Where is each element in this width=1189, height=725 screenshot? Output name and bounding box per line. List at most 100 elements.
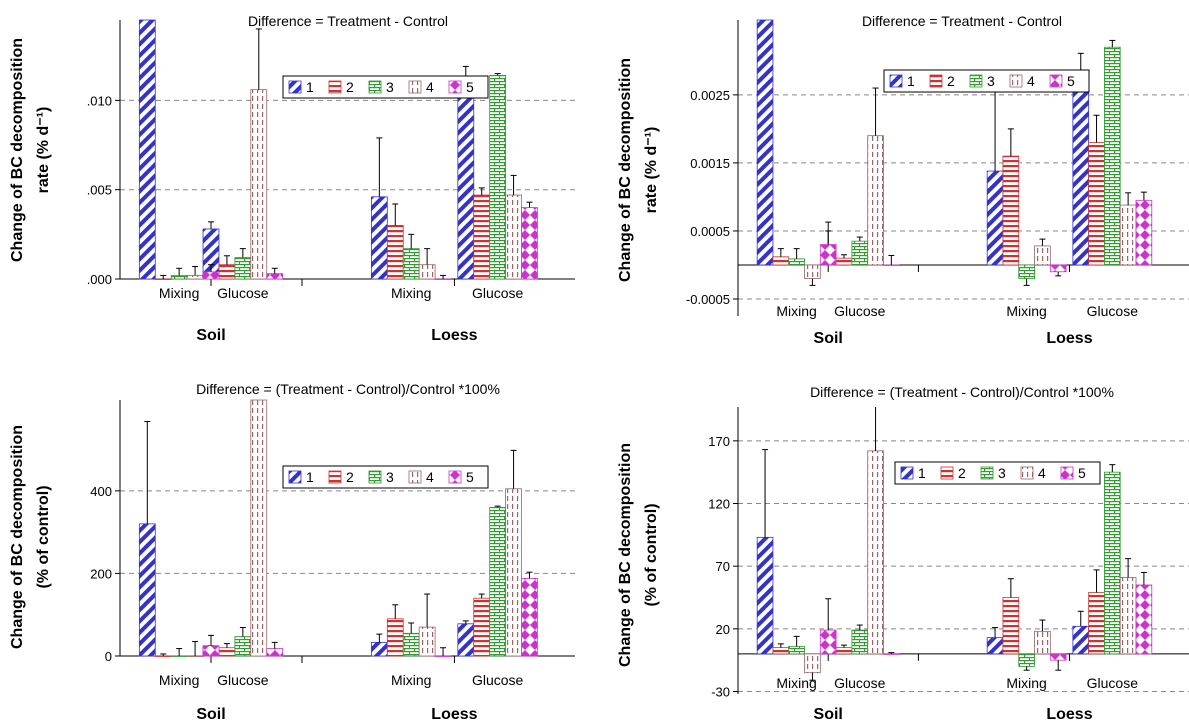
bar-series-4-mixing [804, 653, 821, 674]
bar-series-2-glucose [473, 194, 491, 280]
bar-series-2-glucose [1088, 142, 1105, 266]
legend-swatch [1049, 74, 1063, 88]
bar-series-5-glucose [1135, 199, 1153, 266]
bar-series-4-mixing [186, 275, 204, 280]
legend-swatch [288, 80, 302, 94]
bar-series-5-glucose [521, 577, 538, 657]
x-category-label: Mixing [391, 672, 431, 688]
x-category-label: Mixing [1006, 303, 1046, 319]
y-tick-label: 170 [708, 434, 730, 449]
legend-swatch [368, 80, 382, 94]
y-tick-label: 0.0015 [690, 156, 730, 171]
chart-panel-2: -0.0005 0.0005 0.0015 0.0025 Mixing Glucose Mi… [617, 13, 1189, 347]
bar-series-3-glucose [851, 629, 869, 655]
bar-series-5-mixing [434, 278, 452, 280]
legend: 1 2 3 4 5 [883, 69, 1090, 93]
bar-series-2-mixing [772, 647, 790, 655]
legend-swatch [940, 466, 954, 480]
y-tick-label: 200 [90, 566, 112, 581]
x-group-label: Loess [431, 706, 477, 723]
x-category-label: Glucose [472, 672, 524, 688]
bar-series-2-glucose [835, 257, 853, 266]
y-tick-label: -30 [711, 684, 730, 699]
bar-series-1-glucose [457, 85, 475, 280]
bar-series-1-mixing [370, 196, 388, 280]
x-group-label: Loess [1046, 706, 1092, 723]
bar-series-2-glucose [218, 264, 236, 280]
bar-series-5-mixing [202, 645, 220, 657]
legend-entry-label: 3 [386, 469, 394, 485]
legend-entry-label: 1 [306, 79, 314, 95]
legend-swatch [900, 466, 914, 480]
legend-entry-label: 1 [918, 465, 926, 481]
bar-series-5-mixing [819, 244, 837, 266]
bar-series-4-mixing [418, 626, 436, 657]
y-axis-label: (% of control) [35, 485, 52, 588]
legend-swatch [448, 470, 462, 484]
bar-series-2-glucose [835, 647, 853, 655]
x-category-label: Mixing [159, 672, 199, 688]
legend: 1 2 3 4 5 [894, 461, 1101, 485]
bar-series-4-glucose [505, 488, 522, 657]
legend-swatch [328, 80, 342, 94]
legend-entry-label: 3 [998, 465, 1006, 481]
bar-series-4-glucose [250, 89, 268, 280]
legend-swatch [368, 470, 382, 484]
legend-entry-label: 2 [958, 465, 966, 481]
bar-series-2-glucose [1088, 592, 1105, 655]
x-group-label: Soil [814, 706, 843, 723]
chart-title: Difference = Treatment - Control [248, 13, 448, 29]
legend-swatch [448, 80, 462, 94]
bar-series-1-glucose [1072, 625, 1090, 655]
bar-series-3-mixing [402, 248, 420, 280]
bar-series-2-mixing [772, 256, 790, 266]
legend-swatch [1020, 466, 1034, 480]
legend-entry-label: 3 [987, 73, 995, 89]
bar-series-2-mixing [154, 278, 172, 280]
chart-panel-4: -30 20 70 120 170 Mixing Glucose Mixing Glucose S… [617, 384, 1189, 723]
bar-series-4-mixing [804, 264, 821, 279]
bar-series-1-mixing [138, 19, 156, 280]
bar-series-5-mixing [1049, 264, 1067, 273]
bar-series-5-mixing [202, 271, 220, 280]
y-tick-label: 0 [105, 649, 112, 664]
bar-series-3-mixing [170, 655, 188, 657]
y-tick-label: 0.0005 [690, 224, 730, 239]
bar-series-3-glucose [234, 636, 252, 657]
legend-swatch [288, 470, 302, 484]
chart-title: Difference = (Treatment - Control)/Contr… [196, 381, 500, 397]
bar-series-4-glucose [867, 450, 884, 655]
bar-series-4-glucose [1119, 577, 1137, 655]
y-tick-label: 20 [716, 622, 730, 637]
x-group-label: Loess [1046, 330, 1092, 347]
bar-series-4-glucose [250, 399, 268, 657]
y-axis-label: rate (% d⁻¹) [35, 107, 52, 194]
bar-series-5-glucose [266, 648, 284, 657]
x-group-label: Soil [196, 706, 225, 723]
legend-entry-label: 5 [1078, 465, 1086, 481]
bar-series-1-mixing [756, 19, 774, 266]
chart-panel-1: .000 .005 .010 Mixing Glucose Mixing Glucose So… [9, 13, 575, 344]
x-category-label: Mixing [776, 675, 816, 691]
y-tick-label: 70 [716, 559, 730, 574]
y-tick-label: -0.0005 [686, 292, 730, 307]
legend-entry-label: 4 [1038, 465, 1046, 481]
y-axis-label: Change of BC decomposition [617, 443, 634, 667]
legend-entry-label: 3 [386, 79, 394, 95]
bar-series-3-mixing [1018, 264, 1035, 279]
legend-entry-label: 2 [947, 73, 955, 89]
bar-series-3-glucose [1104, 471, 1121, 655]
y-axis-label: (% of control) [643, 503, 660, 606]
bar-series-5-glucose [521, 207, 538, 280]
legend-entry-label: 4 [426, 469, 434, 485]
bar-series-4-mixing [1034, 245, 1051, 266]
bar-series-2-glucose [473, 597, 491, 657]
legend-entry-label: 5 [1067, 73, 1075, 89]
bar-series-5-mixing [819, 629, 837, 655]
bar-series-4-mixing [1034, 630, 1051, 655]
legend-swatch [929, 74, 943, 88]
y-tick-label: .000 [87, 272, 112, 287]
bar-series-4-glucose [1119, 204, 1137, 266]
